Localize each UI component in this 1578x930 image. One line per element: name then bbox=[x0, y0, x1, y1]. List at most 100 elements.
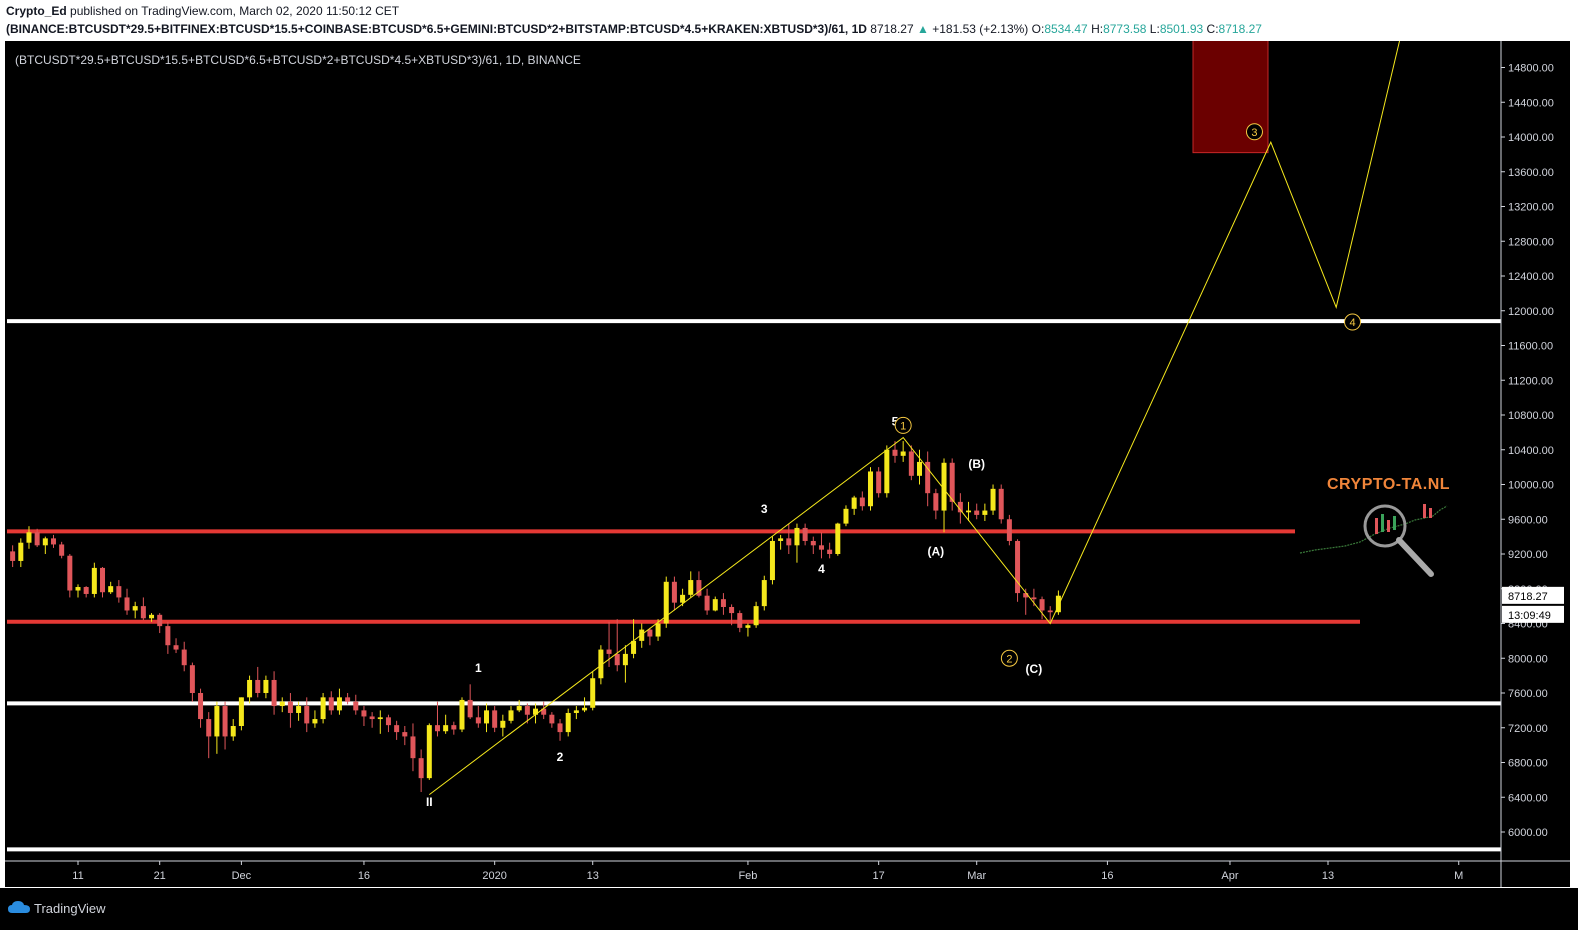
bear-candle bbox=[1015, 539, 1021, 602]
chart-area[interactable]: II 1 2 3 4 5 (A) (B) (C) 1 2 3 4 14800.00 14400.00 140… bbox=[5, 41, 1570, 887]
candle-body bbox=[884, 449, 890, 494]
candle-body bbox=[704, 595, 710, 611]
bull-candle bbox=[835, 522, 841, 556]
candle-body bbox=[255, 679, 261, 693]
candle-body bbox=[353, 701, 359, 711]
bull-candle bbox=[565, 708, 571, 737]
open-value: 8534.47 bbox=[1044, 22, 1088, 36]
bear-candle bbox=[704, 588, 710, 615]
candle-body bbox=[467, 699, 473, 718]
y-tick-label: 10800.00 bbox=[1508, 410, 1554, 422]
candle-body bbox=[761, 580, 767, 607]
wave-label: (B) bbox=[968, 457, 985, 471]
bear-candle bbox=[83, 586, 89, 598]
candle-body bbox=[67, 555, 73, 591]
candle-body bbox=[876, 471, 882, 494]
candle-body bbox=[680, 594, 686, 603]
y-tick-label: 14400.00 bbox=[1508, 97, 1554, 109]
price-chart[interactable]: II 1 2 3 4 5 (A) (B) (C) 1 2 3 4 14800.00 14400.00 140… bbox=[5, 41, 1570, 887]
crypto-ta-watermark: CRYPTO-TA.NL bbox=[1295, 476, 1465, 586]
candle-body bbox=[345, 697, 351, 702]
candle-body bbox=[541, 708, 547, 715]
x-tick-label: 16 bbox=[1101, 870, 1113, 882]
published-text: published on TradingView.com, March 02, … bbox=[70, 4, 400, 18]
wave-label: 5 bbox=[892, 414, 899, 428]
high-value: 8773.58 bbox=[1103, 22, 1147, 36]
bull-candle bbox=[426, 723, 432, 780]
bear-candle bbox=[549, 712, 555, 728]
bear-candle bbox=[198, 688, 204, 728]
y-tick-label: 10000.00 bbox=[1508, 480, 1554, 492]
bull-candle bbox=[149, 613, 155, 622]
bear-candle bbox=[287, 693, 293, 728]
chart-legend: (BTCUSDT*29.5+BTCUSD*15.5+BTCUSD*6.5+BTC… bbox=[15, 53, 581, 67]
candle-body bbox=[247, 679, 253, 698]
bull-candle bbox=[917, 449, 923, 485]
candle-body bbox=[328, 697, 334, 711]
x-tick-label: Apr bbox=[1221, 870, 1238, 882]
bull-candle bbox=[631, 619, 637, 659]
bear-candle bbox=[385, 714, 391, 733]
candle-body bbox=[769, 540, 775, 581]
bull-candle bbox=[982, 503, 988, 521]
candle-body bbox=[737, 613, 743, 628]
bull-candle bbox=[867, 467, 873, 511]
bear-candle bbox=[647, 627, 653, 646]
candle-body bbox=[91, 567, 97, 594]
bear-candle bbox=[696, 571, 702, 598]
circled-wave-label: 4 bbox=[1344, 313, 1362, 331]
bear-candle bbox=[1006, 514, 1012, 546]
bull-candle bbox=[590, 671, 596, 711]
candle-body bbox=[157, 614, 163, 627]
candle-body bbox=[974, 510, 980, 515]
bear-candle bbox=[165, 621, 171, 654]
x-tick-label: Dec bbox=[232, 870, 252, 882]
x-tick-label: 13 bbox=[1322, 870, 1334, 882]
bull-candle bbox=[18, 538, 24, 568]
candle-body bbox=[778, 538, 784, 541]
bear-candle bbox=[255, 666, 261, 698]
candle-body bbox=[75, 587, 81, 591]
x-tick-label: 17 bbox=[873, 870, 885, 882]
close-value: 8718.27 bbox=[1218, 22, 1262, 36]
bull-candle bbox=[230, 719, 236, 741]
candle-body bbox=[917, 461, 923, 476]
tradingview-logo[interactable]: TradingView bbox=[8, 898, 106, 918]
bear-candle bbox=[181, 641, 187, 672]
candle-body bbox=[867, 471, 873, 507]
candle-body bbox=[557, 723, 563, 733]
y-tick-label: 7200.00 bbox=[1508, 723, 1548, 735]
y-tick-label: 14800.00 bbox=[1508, 63, 1554, 75]
countdown-box bbox=[1502, 605, 1564, 623]
bear-candle bbox=[1039, 596, 1045, 620]
y-tick-label: 9200.00 bbox=[1508, 549, 1548, 561]
candle-body bbox=[810, 540, 816, 546]
y-tick-label: 12000.00 bbox=[1508, 306, 1554, 318]
x-tick-label: 11 bbox=[72, 870, 83, 882]
bull-candle bbox=[459, 697, 465, 733]
candle-body bbox=[34, 532, 40, 546]
bear-candle bbox=[810, 536, 816, 554]
candle-body bbox=[124, 597, 130, 611]
candle-body bbox=[377, 717, 383, 720]
x-tick-label: 16 bbox=[358, 870, 370, 882]
candle-body bbox=[990, 488, 996, 511]
bull-candle bbox=[966, 501, 972, 521]
label-circle bbox=[1245, 123, 1263, 141]
last-price-box bbox=[1502, 586, 1564, 604]
candle-body bbox=[230, 726, 236, 737]
bull-candle bbox=[377, 710, 383, 734]
x-tick-label: Mar bbox=[967, 870, 986, 882]
bear-candle bbox=[418, 749, 424, 793]
candle-body bbox=[696, 580, 702, 596]
candle-body bbox=[631, 640, 637, 654]
candle-body bbox=[10, 551, 16, 561]
bear-candle bbox=[100, 567, 106, 598]
elliott-wave-path bbox=[428, 41, 1401, 795]
bear-candle bbox=[50, 534, 56, 548]
candle-body bbox=[18, 542, 24, 561]
author-name[interactable]: Crypto_Ed bbox=[6, 4, 67, 18]
bear-candle bbox=[818, 532, 824, 559]
bear-candle bbox=[394, 720, 400, 740]
candle-body bbox=[173, 645, 179, 650]
